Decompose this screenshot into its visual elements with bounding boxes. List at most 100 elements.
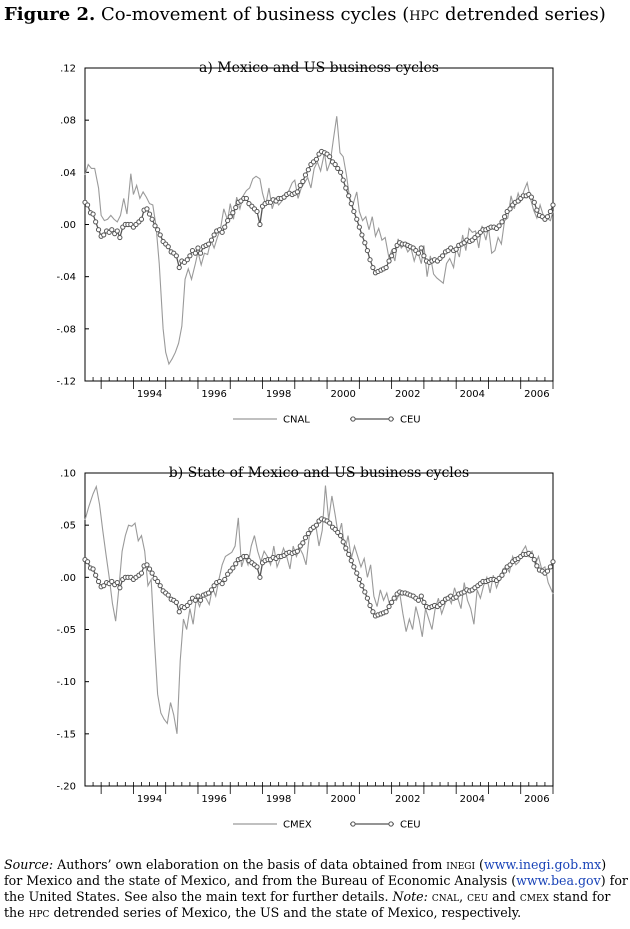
data-point-ceu	[389, 599, 395, 605]
data-point-ceu	[364, 595, 371, 601]
data-point-ceu	[257, 221, 263, 228]
data-point-ceu	[440, 599, 446, 605]
chart-b: b) State of Mexico and US business cycle…	[56, 465, 556, 831]
data-point-ceu	[101, 232, 107, 238]
data-point-ceu	[84, 559, 91, 565]
data-point-ceu	[528, 552, 534, 559]
y-tick-label: .08	[60, 116, 76, 127]
data-point-ceu	[146, 211, 153, 217]
data-point-ceu	[208, 237, 215, 243]
data-point-ceu	[332, 161, 338, 168]
source-text-2: ) for Mexico and the state of Mexico, an…	[4, 857, 607, 888]
data-point-ceu	[370, 609, 376, 615]
data-point-ceu	[356, 224, 362, 230]
data-point-ceu	[114, 228, 120, 234]
data-point-ceu	[550, 202, 556, 208]
data-point-ceu	[370, 264, 376, 271]
data-point-ceu	[327, 154, 333, 160]
data-point-ceu	[421, 253, 427, 259]
data-point-ceu	[195, 593, 201, 599]
x-tick-label: 2000	[330, 794, 355, 805]
data-point-ceu	[157, 232, 163, 238]
series-line-ceu	[84, 518, 554, 617]
data-point-ceu	[313, 522, 320, 528]
data-point-ceu	[187, 599, 193, 605]
legend-marker	[350, 416, 356, 422]
data-point-ceu	[313, 156, 320, 162]
inegi-link[interactable]: www.inegi.gob.mx	[483, 857, 602, 872]
figure-title-text-1: Co-movement of business cycles (	[101, 4, 410, 25]
data-point-ceu	[109, 578, 115, 585]
data-point-ceu	[233, 561, 239, 567]
series-line-cmex	[84, 484, 554, 734]
x-tick-label: 1998	[266, 389, 291, 400]
data-point-ceu	[233, 204, 239, 211]
data-point-ceu	[496, 223, 502, 229]
legend-label-ceu: CEU	[400, 820, 421, 831]
data-point-ceu	[362, 589, 368, 595]
data-point-ceu	[230, 210, 236, 216]
data-point-ceu	[155, 227, 161, 233]
y-tick-label: -.15	[56, 729, 76, 740]
data-point-ceu	[138, 570, 145, 576]
y-tick-label: .12	[60, 64, 76, 75]
data-point-ceu	[351, 564, 357, 570]
x-tick-label: 2000	[330, 389, 355, 400]
data-point-ceu	[90, 211, 96, 217]
x-tick-label: 1996	[201, 389, 226, 400]
ceu-abbrev: ceu	[467, 889, 489, 904]
data-point-ceu	[187, 253, 193, 259]
data-point-ceu	[499, 219, 505, 225]
legend-marker	[388, 821, 394, 827]
data-point-ceu	[386, 258, 392, 264]
data-point-ceu	[415, 250, 422, 256]
x-tick-label: 1996	[201, 794, 226, 805]
data-point-ceu	[155, 578, 161, 585]
source-text-1: Authors’ own elaboration on the basis of…	[53, 857, 447, 872]
x-tick-label: 2002	[395, 389, 420, 400]
data-point-ceu	[117, 585, 123, 591]
x-tick-label: 2006	[524, 389, 549, 400]
y-tick-label: -.20	[56, 782, 76, 793]
cmex-abbrev: cmex	[519, 889, 549, 904]
data-point-ceu	[496, 575, 502, 581]
data-point-ceu	[230, 565, 236, 571]
figure-title-hpc: hpc	[409, 4, 440, 25]
data-point-ceu	[327, 520, 333, 526]
data-point-ceu	[364, 247, 371, 254]
data-point-ceu	[367, 257, 373, 263]
data-point-ceu	[531, 199, 537, 205]
data-point-ceu	[93, 219, 99, 225]
series-line-ceu	[84, 150, 554, 274]
x-tick-label: 1994	[137, 389, 162, 400]
data-point-ceu	[300, 178, 306, 185]
data-point-ceu	[507, 206, 513, 212]
data-point-ceu	[544, 568, 551, 574]
data-point-ceu	[144, 562, 150, 568]
bea-link[interactable]: www.bea.gov	[516, 873, 601, 888]
x-tick-label: 2006	[524, 794, 549, 805]
data-point-ceu	[354, 570, 360, 576]
data-point-ceu	[340, 539, 346, 545]
y-tick-label: -.10	[56, 677, 76, 688]
data-point-ceu	[294, 189, 300, 195]
data-point-ceu	[348, 201, 354, 207]
x-tick-label: 2004	[460, 794, 485, 805]
data-point-ceu	[173, 253, 179, 259]
y-tick-label: -.04	[56, 272, 76, 283]
data-point-ceu	[528, 194, 534, 200]
note-text-2: detrended series of Mexico, the US and t…	[49, 905, 522, 920]
data-point-ceu	[418, 593, 424, 599]
comma-sep: ,	[459, 889, 468, 904]
data-point-ceu	[152, 223, 158, 229]
data-point-ceu	[302, 172, 309, 178]
data-point-ceu	[383, 609, 389, 615]
chart-a: a) Mexico and US business cycles.12.08.0…	[56, 60, 556, 426]
data-point-ceu	[348, 558, 354, 564]
data-point-ceu	[165, 244, 171, 250]
data-point-ceu	[534, 207, 540, 213]
data-point-ceu	[531, 557, 537, 563]
data-point-ceu	[346, 193, 352, 199]
data-point-ceu	[418, 245, 424, 251]
data-point-ceu	[114, 579, 120, 586]
